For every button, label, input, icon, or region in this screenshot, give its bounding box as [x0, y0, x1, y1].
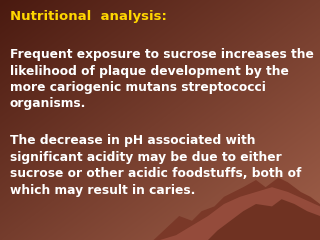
- Polygon shape: [112, 178, 320, 240]
- Polygon shape: [160, 187, 320, 240]
- Text: The decrease in pH associated with
significant acidity may be due to either
sucr: The decrease in pH associated with signi…: [10, 134, 301, 197]
- Polygon shape: [192, 199, 320, 240]
- Text: Nutritional  analysis:: Nutritional analysis:: [10, 10, 166, 23]
- Text: Frequent exposure to sucrose increases the
likelihood of plaque development by t: Frequent exposure to sucrose increases t…: [10, 48, 314, 110]
